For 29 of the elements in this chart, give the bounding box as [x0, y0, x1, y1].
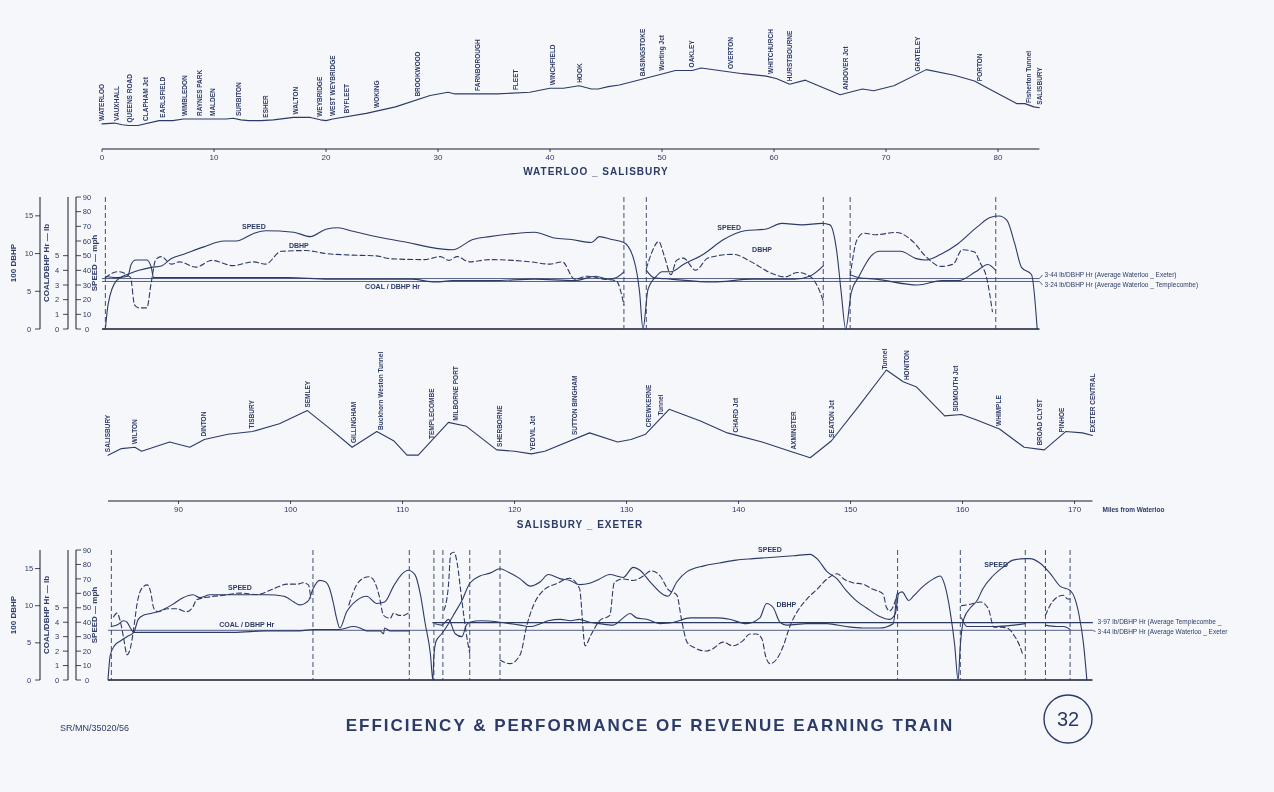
x-tick-label: 130	[619, 505, 634, 514]
text: WATERLOO _ SALISBURY	[523, 166, 669, 177]
text: 32	[1056, 708, 1080, 730]
y3-axis-title: COAL/DBHP Hr — lb	[42, 575, 51, 655]
x-tick-label: 20	[321, 153, 331, 162]
x-tick-label: 120	[507, 505, 522, 514]
x-tick-label: 10	[209, 153, 219, 162]
y-axis-title: SPEED — mph	[90, 586, 99, 644]
y-axis-title: SPEED — mph	[90, 234, 99, 292]
x-tick-label: 70	[881, 153, 891, 162]
y2-axis-title: 100 DBHP	[9, 243, 18, 283]
x-tick-label: 0	[99, 153, 105, 162]
x-tick-label: 140	[731, 505, 746, 514]
text: EFFICIENCY & PERFORMANCE OF REVENUE EARNING TRAIN	[345, 716, 955, 735]
x-tick-label: 110	[396, 505, 410, 514]
x-tick-label: 80	[993, 153, 1003, 162]
text: SR/MN/35020/56	[60, 723, 130, 733]
x-tick-label: 40	[545, 153, 555, 162]
x-tick-label: 90	[174, 505, 184, 514]
x-tick-label: 30	[433, 153, 443, 162]
x-tick-label: 60	[769, 153, 779, 162]
x-tick-label: 160	[955, 505, 970, 514]
x-tick-label: 150	[843, 505, 858, 514]
y2-axis-title: 100 DBHP	[9, 595, 18, 635]
text: SALISBURY _ EXETER	[516, 519, 644, 530]
x-tick-label: 170	[1067, 505, 1082, 514]
x-tick-label: 50	[657, 153, 667, 162]
y3-axis-title: COAL/DBHP Hr — lb	[42, 223, 51, 303]
x-tick-label: 100	[283, 505, 298, 514]
